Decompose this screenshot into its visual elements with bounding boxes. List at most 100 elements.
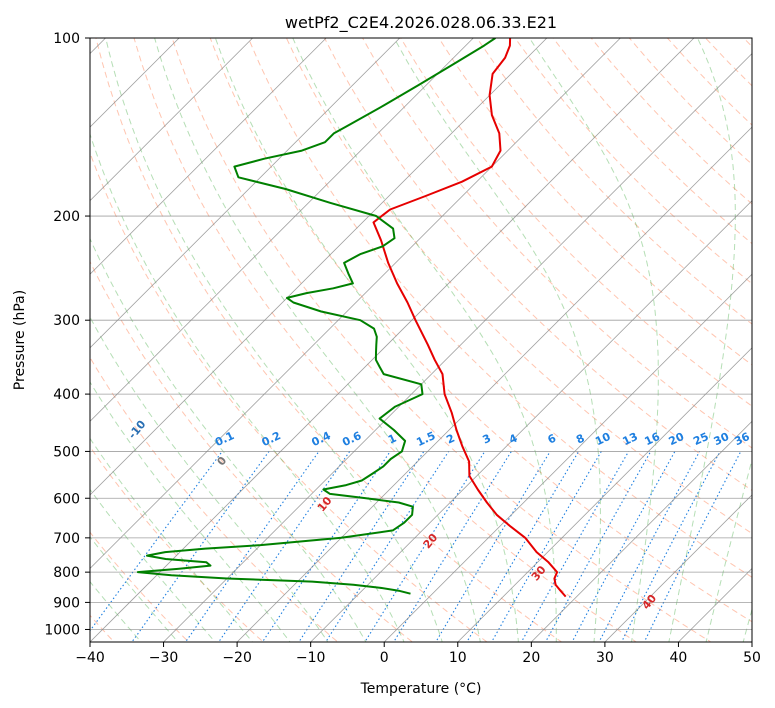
dry-adiabat-line (323, 38, 752, 491)
dry-adiabat-line (285, 38, 752, 535)
isotherm-line (383, 273, 752, 642)
moist-adiabat-line (90, 535, 179, 642)
dry-adiabat-line (704, 38, 752, 87)
mixing-ratio-label: 30 (712, 430, 732, 448)
dry-adiabat-line (90, 445, 264, 642)
mixing-ratio-label: 0.6 (340, 429, 363, 449)
dry-adiabat-line (742, 38, 752, 48)
mixing-ratio-label: 3 (480, 432, 492, 447)
isotherm-line (531, 420, 752, 642)
dry-adiabat-line (590, 38, 752, 205)
mixing-ratio-line (466, 451, 580, 642)
dry-adiabat-line (755, 11, 775, 654)
mixing-ratio-label: 13 (621, 430, 640, 448)
dewpoint-profile (136, 38, 496, 595)
mixing-ratio-label: 8 (574, 432, 586, 447)
isotherm-line (90, 38, 253, 202)
x-tick-label: −40 (75, 650, 105, 666)
dry-adiabat-line (90, 260, 414, 642)
isotherm-line (90, 38, 621, 570)
moist-adiabat-line (90, 316, 329, 642)
moist-adiabat-line (90, 381, 291, 642)
isotherm-line (236, 126, 752, 642)
mixing-ratio-label: 0.1 (213, 429, 236, 449)
mixing-ratio-line (435, 451, 551, 642)
dry-adiabat-line (247, 38, 752, 578)
mixing-ratio-line (261, 451, 391, 642)
mixing-ratio-label: 2 (444, 432, 456, 447)
y-tick-label: 700 (53, 531, 80, 547)
x-tick-label: 10 (449, 650, 467, 666)
y-tick-label: 400 (53, 387, 80, 403)
y-tick-label: 300 (53, 313, 80, 329)
dry-adiabat-label: -10 (126, 418, 149, 442)
moist-adiabat-line (742, 607, 752, 642)
isotherm-line (163, 52, 752, 642)
y-tick-label: 600 (53, 491, 80, 507)
y-tick-label: 100 (53, 31, 80, 47)
isotherm-line (457, 347, 752, 642)
x-tick-label: −30 (149, 650, 179, 666)
isotherms (90, 38, 752, 642)
isotherm-line (90, 38, 548, 496)
dry-adiabat-line (552, 38, 752, 245)
sounding-series (136, 38, 567, 598)
x-tick-label: 30 (596, 650, 614, 666)
dry-adiabat-line (90, 151, 488, 642)
dry-adiabat-label: 30 (529, 563, 549, 583)
isotherm-line (604, 494, 752, 642)
mixing-ratio-label: 0.2 (260, 429, 283, 449)
isotherm-line (90, 38, 327, 275)
mixing-ratio-label: 10 (593, 430, 613, 448)
mixing-ratio-label: 25 (691, 430, 710, 448)
dry-adiabat-line (438, 38, 752, 366)
x-axis: −40 −30 −20 −10 0 10 20 30 40 50 (75, 642, 761, 666)
isotherm-line (90, 38, 695, 642)
isotherm-line (90, 38, 474, 422)
mixing-ratio-label: 16 (643, 430, 663, 448)
y-axis: 100 200 300 400 500 600 700 800 900 1000 (44, 31, 90, 638)
plot-frame (89, 37, 753, 643)
y-tick-label: 500 (53, 444, 80, 460)
dry-adiabat-line (628, 38, 752, 165)
dry-adiabat-line (171, 38, 712, 642)
moist-adiabat-line (90, 437, 254, 642)
moist-adiabat-line (292, 38, 557, 642)
dry-adiabat-line (514, 38, 752, 285)
dry-adiabat-line (90, 356, 339, 642)
dry-adiabat-line (400, 38, 752, 407)
isotherm-line (90, 38, 401, 349)
x-tick-label: 0 (380, 650, 389, 666)
y-tick-label: 200 (53, 209, 80, 225)
mixing-ratio-line (90, 451, 223, 632)
mixing-ratio-label: 6 (546, 431, 559, 446)
y-tick-label: 1000 (44, 622, 80, 638)
x-tick-label: 40 (670, 650, 688, 666)
temperature-profile (372, 38, 567, 598)
y-axis-label: Pressure (hPa) (12, 290, 28, 390)
mixing-ratio-label: 36 (732, 430, 752, 448)
moist-adiabat-line (528, 38, 659, 642)
dry-adiabat-line (362, 38, 752, 449)
isobars (90, 38, 752, 630)
moist-adiabat-line (105, 38, 443, 642)
mixing-ratio-line (325, 451, 450, 642)
x-tick-label: −10 (296, 650, 326, 666)
x-tick-label: −20 (222, 650, 252, 666)
moist-adiabat-line (214, 38, 519, 642)
dry-adiabat-line (95, 38, 563, 642)
mixing-ratio-label: 20 (667, 430, 687, 448)
mixing-ratio-line (393, 451, 512, 642)
dry-adiabat-line (666, 38, 752, 126)
moist-adiabat-line (90, 132, 405, 642)
dry-adiabat-line (90, 531, 190, 642)
isotherm-line (678, 567, 752, 642)
x-tick-label: 20 (522, 650, 540, 666)
x-tick-label: 50 (743, 650, 761, 666)
y-tick-label: 800 (53, 565, 80, 581)
moist-adiabat-line (705, 457, 752, 642)
chart-title: wetPf2_C2E4.2026.028.06.33.E21 (285, 13, 557, 33)
mixing-ratio-lines (90, 451, 742, 642)
dry-adiabat-line (133, 38, 638, 642)
